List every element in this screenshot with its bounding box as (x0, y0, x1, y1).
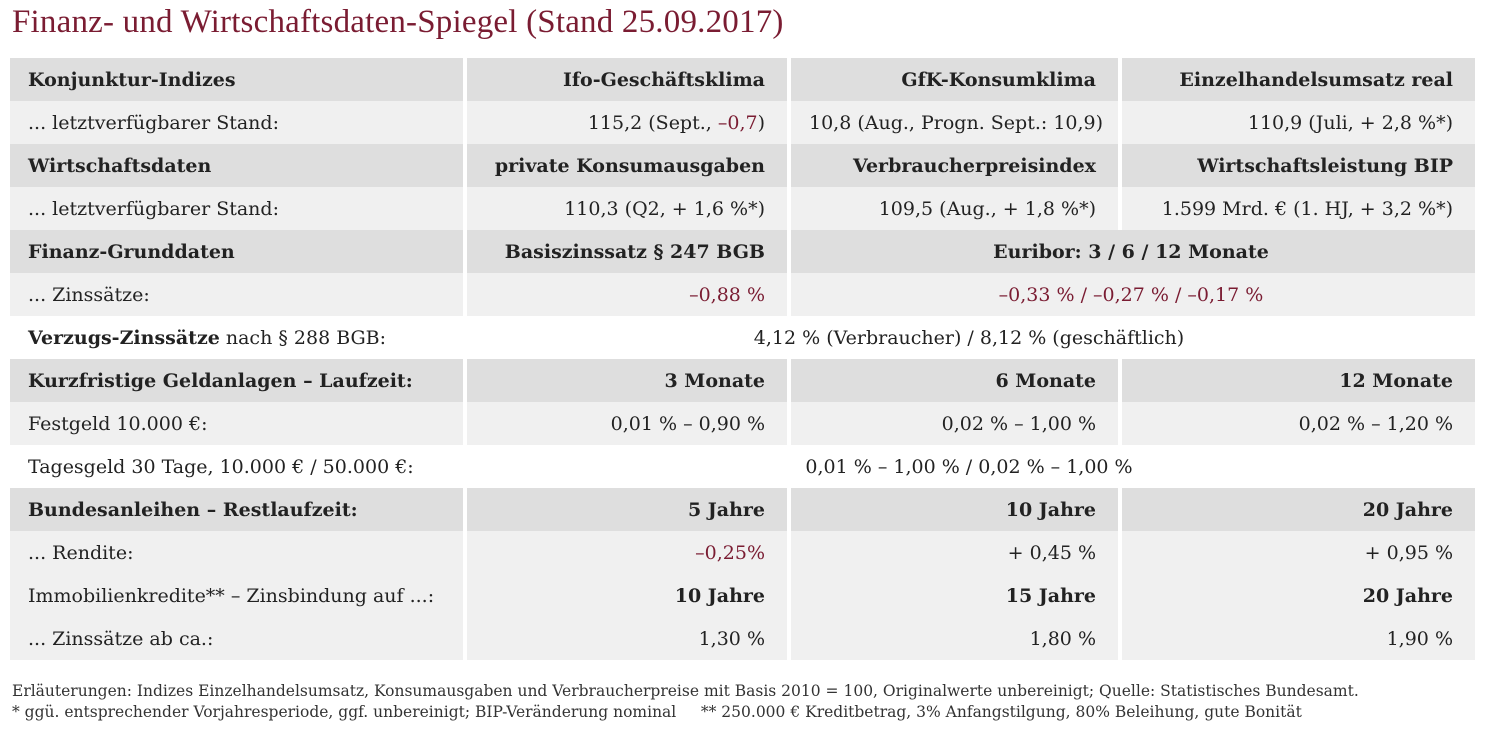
section-label-wirtschaft: Wirtschaftsdaten (10, 144, 465, 187)
value-immo-15: 1,80 % (787, 617, 1120, 660)
value-verbraucherpreisindex: 109,5 (Aug., + 1,8 %*) (787, 187, 1120, 230)
row-label-festgeld: Festgeld 10.000 €: (10, 402, 465, 445)
row-label: ... letztverfügbarer Stand: (10, 187, 465, 230)
section-label-bundesanleihen: Bundesanleihen – Restlaufzeit: (10, 488, 465, 531)
value-festgeld-12: 0,02 % – 1,20 % (1118, 402, 1475, 445)
section-label-immobilien: Immobilienkredite** – Zinsbindung auf ..… (10, 574, 465, 617)
table-row-wirtschaft-header: Wirtschaftsdaten private Konsumausgaben … (10, 144, 1475, 187)
table-row-immobilien-values: ... Zinssätze ab ca.: 1,30 % 1,80 % 1,90… (10, 617, 1475, 660)
value-rendite-20: + 0,95 % (1118, 531, 1475, 574)
section-label-geldanlagen: Kurzfristige Geldanlagen – Laufzeit: (10, 359, 465, 402)
verzug-label-rest: nach § 288 BGB: (219, 326, 387, 349)
header-20-jahre: 20 Jahre (1118, 488, 1475, 531)
table-row-finanz-header: Finanz-Grunddaten Basiszinssatz § 247 BG… (10, 230, 1475, 273)
row-label-verzug: Verzugs-Zinssätze nach § 288 BGB: (10, 316, 465, 359)
value-festgeld-3: 0,01 % – 0,90 % (463, 402, 789, 445)
value-euribor: –0,33 % / –0,27 % / –0,17 % (787, 273, 1475, 316)
header-gfk: GfK-Konsumklima (787, 58, 1120, 101)
table-row-tagesgeld: Tagesgeld 30 Tage, 10.000 € / 50.000 €: … (10, 445, 1475, 488)
header-5-jahre: 5 Jahre (463, 488, 789, 531)
header-12-monate: 12 Monate (1118, 359, 1475, 402)
header-verbraucherpreisindex: Verbraucherpreisindex (787, 144, 1120, 187)
table-row-rendite: ... Rendite: –0,25% + 0,45 % + 0,95 % (10, 531, 1475, 574)
header-6-monate: 6 Monate (787, 359, 1120, 402)
header-einzelhandel: Einzelhandelsumsatz real (1118, 58, 1475, 101)
value-immo-20: 1,90 % (1118, 617, 1475, 660)
table-row-verzug: Verzugs-Zinssätze nach § 288 BGB: 4,12 %… (10, 316, 1475, 359)
header-bip: Wirtschaftsleistung BIP (1118, 144, 1475, 187)
value-festgeld-6: 0,02 % – 1,00 % (787, 402, 1120, 445)
value-ifo: 115,2 (Sept., –0,7) (463, 101, 789, 144)
header-immo-20: 20 Jahre (1118, 574, 1475, 617)
table-row-konjunktur-values: ... letztverfügbarer Stand: 115,2 (Sept.… (10, 101, 1475, 144)
row-label-tagesgeld: Tagesgeld 30 Tage, 10.000 € / 50.000 €: (10, 445, 465, 488)
footnotes: Erläuterungen: Indizes Einzelhandelsumsa… (12, 681, 1359, 723)
header-immo-10: 10 Jahre (463, 574, 789, 617)
data-table: Konjunktur-Indizes Ifo-Geschäftsklima Gf… (10, 58, 1475, 660)
table-row-festgeld: Festgeld 10.000 €: 0,01 % – 0,90 % 0,02 … (10, 402, 1475, 445)
value-konsumausgaben: 110,3 (Q2, + 1,6 %*) (463, 187, 789, 230)
value-rendite-5: –0,25% (463, 531, 789, 574)
value-immo-10: 1,30 % (463, 617, 789, 660)
value-tagesgeld: 0,01 % – 1,00 % / 0,02 % – 1,00 % (463, 445, 1475, 488)
footnote-line-1: Erläuterungen: Indizes Einzelhandelsumsa… (12, 682, 1359, 700)
header-basiszinssatz: Basiszinssatz § 247 BGB (463, 230, 789, 273)
header-ifo: Ifo-Geschäftsklima (463, 58, 789, 101)
table-row-geldanlagen-header: Kurzfristige Geldanlagen – Laufzeit: 3 M… (10, 359, 1475, 402)
table-row-immobilien-header: Immobilienkredite** – Zinsbindung auf ..… (10, 574, 1475, 617)
row-label: ... Zinssätze: (10, 273, 465, 316)
footnote-line-2: * ggü. entsprechender Vorjahresperiode, … (12, 703, 1302, 721)
value-rendite-10: + 0,45 % (787, 531, 1120, 574)
value-ifo-change: –0,7 (717, 111, 758, 134)
value-bip: 1.599 Mrd. € (1. HJ, + 3,2 %*) (1118, 187, 1475, 230)
page-title: Finanz- und Wirtschaftsdaten-Spiegel (St… (12, 4, 784, 40)
value-verzug: 4,12 % (Verbraucher) / 8,12 % (geschäftl… (463, 316, 1475, 359)
table-row-bundesanleihen-header: Bundesanleihen – Restlaufzeit: 5 Jahre 1… (10, 488, 1475, 531)
value-basiszinssatz: –0,88 % (463, 273, 789, 316)
table-row-wirtschaft-values: ... letztverfügbarer Stand: 110,3 (Q2, +… (10, 187, 1475, 230)
value-einzelhandel: 110,9 (Juli, + 2,8 %*) (1118, 101, 1475, 144)
header-immo-15: 15 Jahre (787, 574, 1120, 617)
row-label-immobilien: ... Zinssätze ab ca.: (10, 617, 465, 660)
value-ifo-main: 115,2 (Sept., (587, 111, 718, 134)
header-3-monate: 3 Monate (463, 359, 789, 402)
table-row-konjunktur-header: Konjunktur-Indizes Ifo-Geschäftsklima Gf… (10, 58, 1475, 101)
row-label-rendite: ... Rendite: (10, 531, 465, 574)
section-label-konjunktur: Konjunktur-Indizes (10, 58, 465, 101)
header-10-jahre: 10 Jahre (787, 488, 1120, 531)
verzug-label-bold: Verzugs-Zinssätze (28, 326, 220, 349)
row-label: ... letztverfügbarer Stand: (10, 101, 465, 144)
section-label-finanz: Finanz-Grunddaten (10, 230, 465, 273)
header-konsumausgaben: private Konsumausgaben (463, 144, 789, 187)
table-row-finanz-values: ... Zinssätze: –0,88 % –0,33 % / –0,27 %… (10, 273, 1475, 316)
value-gfk: 10,8 (Aug., Progn. Sept.: 10,9) (787, 101, 1120, 144)
value-ifo-close: ) (757, 111, 765, 134)
header-euribor: Euribor: 3 / 6 / 12 Monate (787, 230, 1475, 273)
